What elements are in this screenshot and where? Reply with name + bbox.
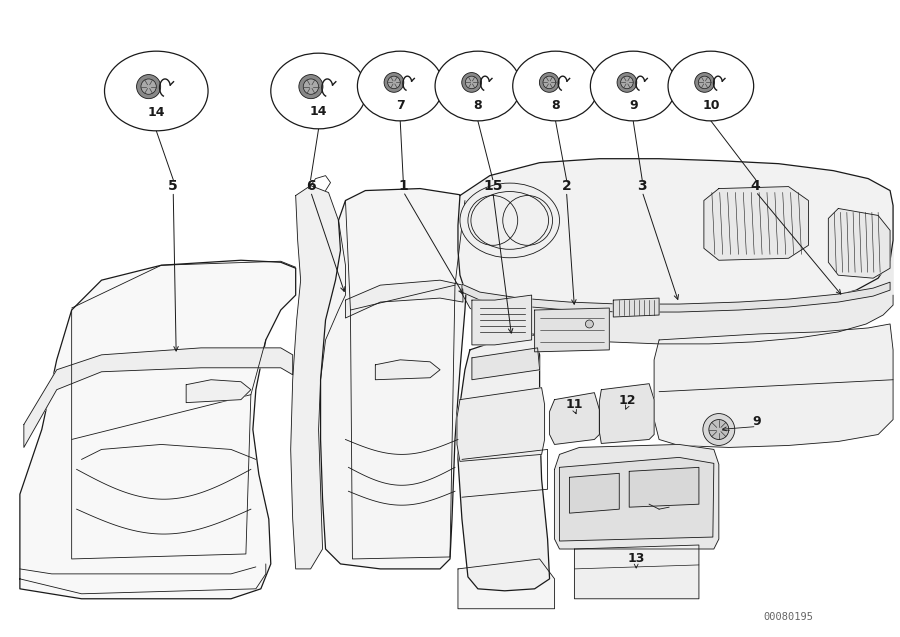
Circle shape <box>617 73 637 92</box>
Text: 9: 9 <box>629 99 637 111</box>
Text: 2: 2 <box>562 178 572 192</box>
Polygon shape <box>828 208 890 278</box>
Circle shape <box>543 76 555 89</box>
Text: 00080195: 00080195 <box>763 612 814 622</box>
Polygon shape <box>554 445 719 549</box>
Text: 12: 12 <box>618 394 636 407</box>
Circle shape <box>465 76 478 89</box>
Text: 4: 4 <box>751 178 760 192</box>
Text: 11: 11 <box>566 398 583 411</box>
Text: 8: 8 <box>551 99 560 111</box>
Polygon shape <box>560 457 714 541</box>
Text: 14: 14 <box>310 105 328 118</box>
Ellipse shape <box>271 53 366 129</box>
Polygon shape <box>346 280 463 318</box>
Circle shape <box>698 76 711 89</box>
Circle shape <box>462 73 482 92</box>
Text: 14: 14 <box>148 106 165 119</box>
Text: 1: 1 <box>399 178 408 192</box>
Text: 3: 3 <box>637 178 647 192</box>
Circle shape <box>703 413 734 445</box>
Polygon shape <box>458 559 554 609</box>
Circle shape <box>141 79 157 94</box>
Ellipse shape <box>435 51 521 121</box>
Circle shape <box>539 73 559 92</box>
Text: 8: 8 <box>473 99 482 111</box>
Circle shape <box>695 73 715 92</box>
Text: 6: 6 <box>306 178 315 192</box>
Text: 13: 13 <box>627 552 645 566</box>
Circle shape <box>388 76 400 89</box>
Ellipse shape <box>104 51 208 131</box>
Polygon shape <box>599 383 654 443</box>
Circle shape <box>303 79 319 94</box>
Polygon shape <box>535 308 609 352</box>
Polygon shape <box>472 295 532 345</box>
Ellipse shape <box>590 51 676 121</box>
Circle shape <box>709 420 729 440</box>
Polygon shape <box>654 324 893 447</box>
Polygon shape <box>20 261 296 599</box>
Polygon shape <box>24 348 292 447</box>
Ellipse shape <box>513 51 599 121</box>
Polygon shape <box>186 380 251 403</box>
Polygon shape <box>458 335 550 590</box>
Polygon shape <box>291 185 346 569</box>
Polygon shape <box>570 473 619 513</box>
Circle shape <box>299 75 323 99</box>
Polygon shape <box>704 187 808 261</box>
Polygon shape <box>458 159 893 308</box>
Ellipse shape <box>460 183 560 258</box>
Polygon shape <box>472 348 540 380</box>
Text: 7: 7 <box>396 99 405 111</box>
Polygon shape <box>574 545 699 599</box>
Ellipse shape <box>668 51 753 121</box>
Polygon shape <box>460 240 893 344</box>
Polygon shape <box>462 282 890 312</box>
Polygon shape <box>457 388 544 461</box>
Polygon shape <box>550 392 599 445</box>
Polygon shape <box>629 468 699 507</box>
Polygon shape <box>320 189 470 569</box>
Polygon shape <box>375 360 440 380</box>
Circle shape <box>384 73 404 92</box>
Circle shape <box>621 76 634 89</box>
Text: 5: 5 <box>168 178 178 192</box>
Circle shape <box>137 75 161 99</box>
Text: 9: 9 <box>752 415 761 428</box>
Polygon shape <box>613 298 659 317</box>
Ellipse shape <box>357 51 443 121</box>
Text: 15: 15 <box>483 178 502 192</box>
Circle shape <box>585 320 593 328</box>
Text: 10: 10 <box>702 99 720 111</box>
